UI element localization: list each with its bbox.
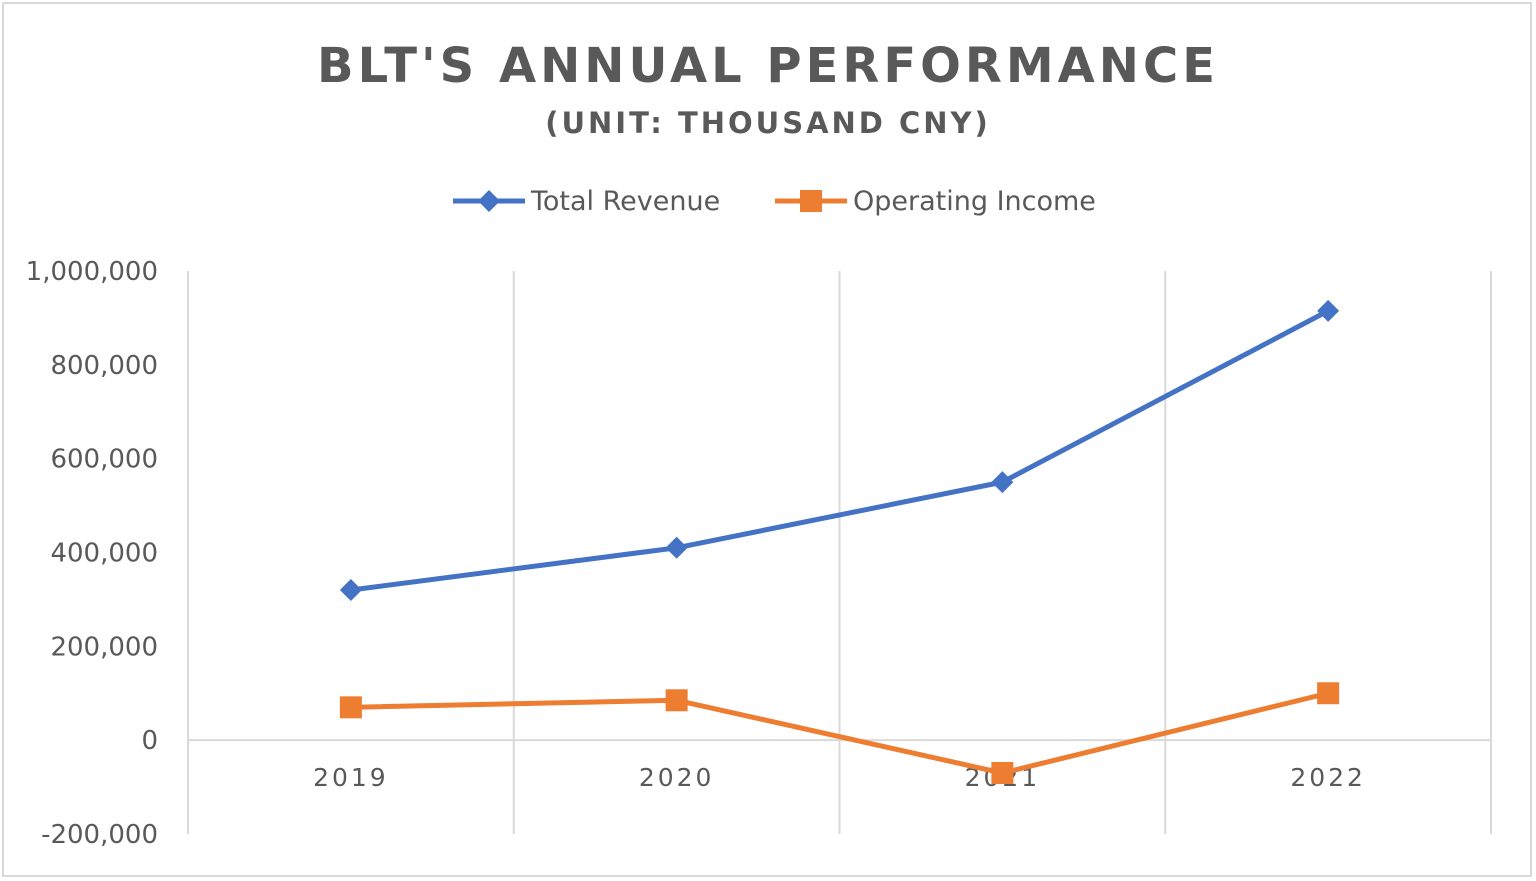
x-tick-label: 2020 — [639, 763, 715, 792]
operating-income-point — [1317, 682, 1340, 705]
y-tick-label: 1,000,000 — [26, 257, 158, 287]
legend-marker-total-revenue — [478, 190, 500, 212]
y-tick-label: 600,000 — [50, 445, 158, 475]
series-layer — [339, 299, 1340, 785]
operating-income-point — [339, 696, 362, 719]
total-revenue-point — [665, 536, 688, 559]
legend-label-operating-income: Operating Income — [853, 186, 1096, 217]
x-tick-label: 2022 — [1290, 763, 1366, 792]
y-tick-label: 200,000 — [50, 632, 158, 662]
total-revenue-point — [339, 579, 362, 602]
operating-income-point — [665, 689, 688, 712]
y-tick-label: -200,000 — [41, 820, 158, 850]
total-revenue-point — [991, 471, 1014, 494]
chart-title: BLT'S ANNUAL PERFORMANCE — [317, 38, 1219, 94]
total-revenue-point — [1317, 299, 1340, 322]
y-tick-label: 400,000 — [50, 539, 158, 569]
total-revenue-line — [348, 308, 1331, 593]
legend-marker-operating-income — [800, 190, 822, 212]
operating-income-line — [348, 690, 1331, 776]
y-tick-label: 800,000 — [50, 351, 158, 381]
axis-layer: 1,000,000 800,000 600,000 400,000 200,000 0 -2… — [26, 257, 1491, 850]
legend: Total Revenue Operating Income — [453, 186, 1096, 217]
operating-income-point — [991, 762, 1014, 785]
y-tick-label: 0 — [141, 726, 158, 756]
grid-layer — [187, 271, 1492, 834]
x-tick-label: 2019 — [313, 763, 389, 792]
chart-subtitle: (UNIT: THOUSAND CNY) — [545, 106, 991, 140]
legend-label-total-revenue: Total Revenue — [530, 186, 720, 217]
